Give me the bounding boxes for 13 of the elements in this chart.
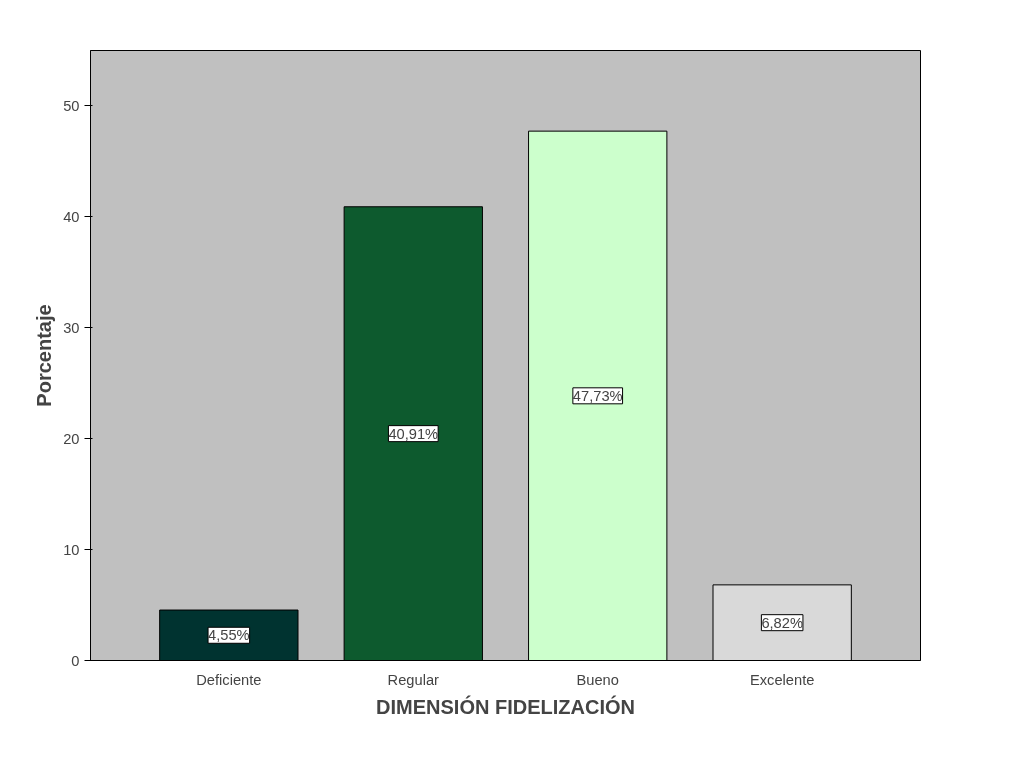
y-tick-label: 10: [63, 541, 80, 558]
y-tick-label: 40: [63, 208, 80, 225]
y-tick-label: 0: [71, 652, 80, 669]
y-axis-title: Porcentaje: [33, 304, 56, 407]
x-axis-title: DIMENSIÓN FIDELIZACIÓN: [376, 694, 635, 718]
x-tick-label: Regular: [387, 671, 440, 688]
x-tick-label: Deficiente: [196, 671, 262, 688]
x-tick-label: Excelente: [749, 671, 815, 688]
x-tick-label: Bueno: [576, 671, 619, 688]
y-tick-label: 30: [63, 319, 80, 336]
data-label: 47,73%: [572, 387, 623, 404]
y-tick-label: 50: [63, 97, 80, 114]
y-tick-label: 20: [63, 430, 80, 447]
